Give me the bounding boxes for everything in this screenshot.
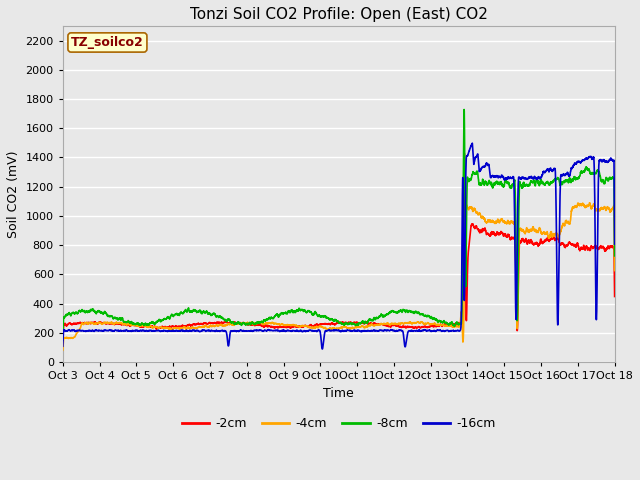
Legend: -2cm, -4cm, -8cm, -16cm: -2cm, -4cm, -8cm, -16cm [177, 412, 500, 435]
Text: TZ_soilco2: TZ_soilco2 [71, 36, 144, 49]
Y-axis label: Soil CO2 (mV): Soil CO2 (mV) [7, 150, 20, 238]
X-axis label: Time: Time [323, 387, 354, 400]
Title: Tonzi Soil CO2 Profile: Open (East) CO2: Tonzi Soil CO2 Profile: Open (East) CO2 [190, 7, 488, 22]
